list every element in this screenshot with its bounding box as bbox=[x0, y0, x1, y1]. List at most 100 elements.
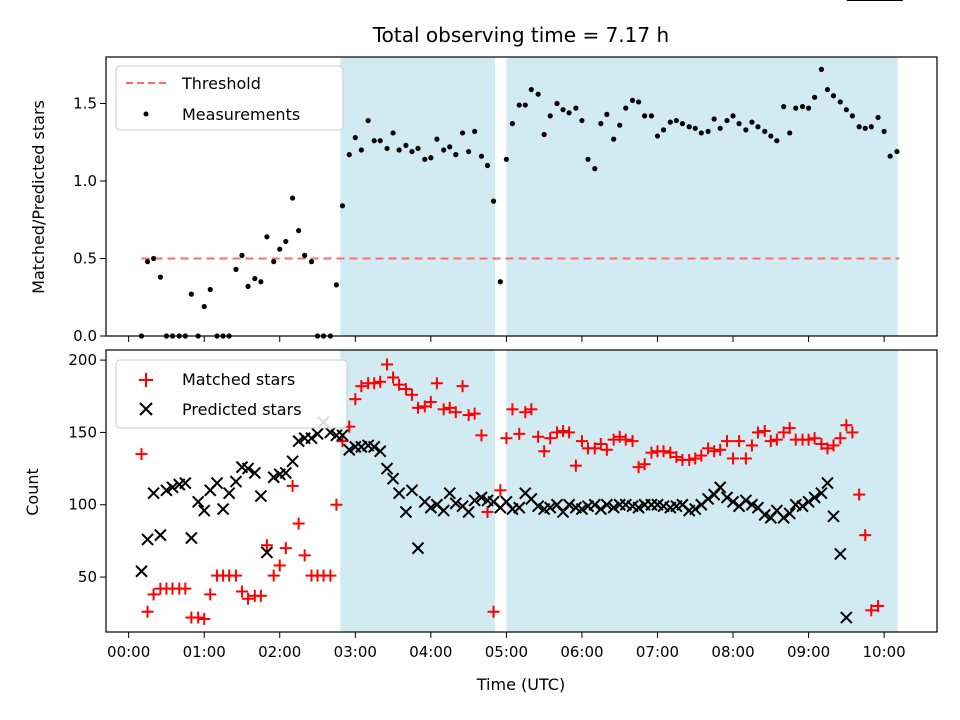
matched-star-point bbox=[494, 484, 507, 497]
predicted-star-point bbox=[267, 471, 280, 484]
matched-star-point bbox=[563, 426, 576, 439]
measurement-point bbox=[667, 119, 673, 125]
matched-star-point bbox=[853, 488, 866, 501]
matched-star-point bbox=[525, 403, 538, 416]
measurement-point bbox=[629, 97, 636, 103]
measurement-point bbox=[711, 116, 717, 122]
measurement-point bbox=[358, 147, 364, 153]
measurement-point bbox=[793, 105, 799, 111]
measurement-point bbox=[849, 113, 855, 119]
matched-star-point bbox=[192, 611, 205, 624]
measurement-points bbox=[138, 66, 900, 339]
xtick-label: 09:00 bbox=[787, 643, 830, 661]
matched-star-point bbox=[298, 549, 311, 562]
matched-star-point bbox=[551, 426, 564, 439]
predicted-star-point bbox=[827, 510, 840, 523]
matched-star-point bbox=[600, 443, 613, 456]
matched-star-point bbox=[638, 458, 651, 471]
measurement-point bbox=[818, 66, 825, 72]
measurement-point bbox=[648, 113, 655, 119]
predicted-legend-label: Predicted stars bbox=[182, 400, 302, 419]
bottom-shaded-regions bbox=[340, 350, 898, 632]
measurement-point bbox=[686, 124, 692, 130]
predicted-star-point bbox=[254, 489, 268, 503]
predicted-star-point bbox=[154, 528, 167, 542]
measurement-point bbox=[447, 144, 453, 150]
measurement-point bbox=[812, 94, 818, 100]
measurement-point bbox=[705, 128, 711, 134]
measurement-point bbox=[144, 259, 151, 265]
measurement-point bbox=[422, 156, 428, 162]
bottom-ytick-label: 100 bbox=[68, 496, 97, 514]
measurements-legend-swatch bbox=[143, 111, 149, 117]
matched-star-point bbox=[607, 433, 620, 446]
measurement-point bbox=[566, 110, 572, 116]
matched-star-point bbox=[657, 445, 670, 458]
matched-star-point bbox=[613, 430, 626, 443]
matched-star-point bbox=[865, 604, 878, 617]
top-ytick-label: 1.0 bbox=[73, 172, 97, 190]
measurement-point bbox=[239, 252, 245, 258]
count-panel: 50 100 150 200 00:00 01:00 02:00 03:00 04:00 05:… bbox=[23, 0, 938, 694]
matched-star-point bbox=[456, 380, 469, 393]
predicted-star-point bbox=[513, 501, 526, 514]
matched-star-point bbox=[632, 461, 645, 474]
predicted-star-point bbox=[834, 547, 847, 561]
measurement-point bbox=[339, 203, 346, 209]
predicted-star-point bbox=[562, 498, 576, 511]
matched-star-point bbox=[279, 542, 292, 555]
measurement-point bbox=[673, 117, 679, 124]
measurement-point bbox=[277, 246, 283, 252]
xtick-label: 01:00 bbox=[183, 643, 226, 661]
measurement-point bbox=[604, 111, 610, 117]
matched-star-point bbox=[739, 452, 752, 465]
matched-star-point bbox=[254, 589, 267, 602]
measurement-point bbox=[592, 166, 598, 172]
predicted-star-point bbox=[808, 491, 821, 504]
measurement-point bbox=[781, 104, 787, 110]
predicted-star-point bbox=[229, 475, 243, 488]
matched-star-point bbox=[481, 505, 494, 518]
xtick-label: 03:00 bbox=[334, 643, 377, 661]
measurement-point bbox=[522, 102, 528, 108]
matched-star-point bbox=[424, 396, 437, 409]
predicted-star-point bbox=[147, 486, 160, 500]
measurement-point bbox=[611, 136, 617, 142]
matched-star-point bbox=[821, 442, 834, 455]
matched-star-point bbox=[859, 529, 872, 542]
matched-star-point bbox=[430, 377, 443, 390]
predicted-star-point bbox=[588, 498, 601, 511]
matched-star-point bbox=[751, 426, 764, 439]
top-y-axis-label: Matched/Predicted stars bbox=[29, 100, 48, 294]
predicted-star-point bbox=[386, 472, 400, 485]
measurement-point bbox=[837, 99, 843, 105]
matched-star-point bbox=[758, 424, 771, 437]
measurement-point bbox=[245, 283, 251, 289]
measurement-point bbox=[560, 107, 566, 113]
predicted-star-point bbox=[575, 502, 589, 516]
predicted-star-point bbox=[367, 440, 381, 454]
measurement-point bbox=[856, 124, 862, 130]
measurement-point bbox=[296, 228, 302, 234]
measurement-point bbox=[258, 279, 264, 285]
matched-star-point bbox=[519, 406, 532, 419]
measurement-point bbox=[755, 124, 761, 130]
matched-star-point bbox=[349, 393, 362, 406]
top-ytick-label: 1.5 bbox=[73, 95, 97, 113]
matched-star-point bbox=[449, 406, 462, 419]
measurement-point bbox=[843, 107, 849, 113]
predicted-star-point bbox=[241, 462, 255, 475]
measurement-point bbox=[466, 148, 472, 155]
measurement-point bbox=[415, 145, 421, 152]
measurement-point bbox=[717, 125, 723, 131]
measurement-point bbox=[516, 102, 522, 108]
measurement-point bbox=[573, 105, 579, 111]
measurement-point bbox=[579, 117, 585, 124]
predicted-star-point bbox=[392, 486, 406, 500]
predicted-star-point bbox=[141, 533, 154, 546]
predicted-star-point bbox=[783, 507, 796, 520]
bottom-y-axis-label: Count bbox=[23, 468, 42, 516]
matched-star-point bbox=[575, 435, 588, 448]
predicted-star-point bbox=[632, 501, 645, 514]
